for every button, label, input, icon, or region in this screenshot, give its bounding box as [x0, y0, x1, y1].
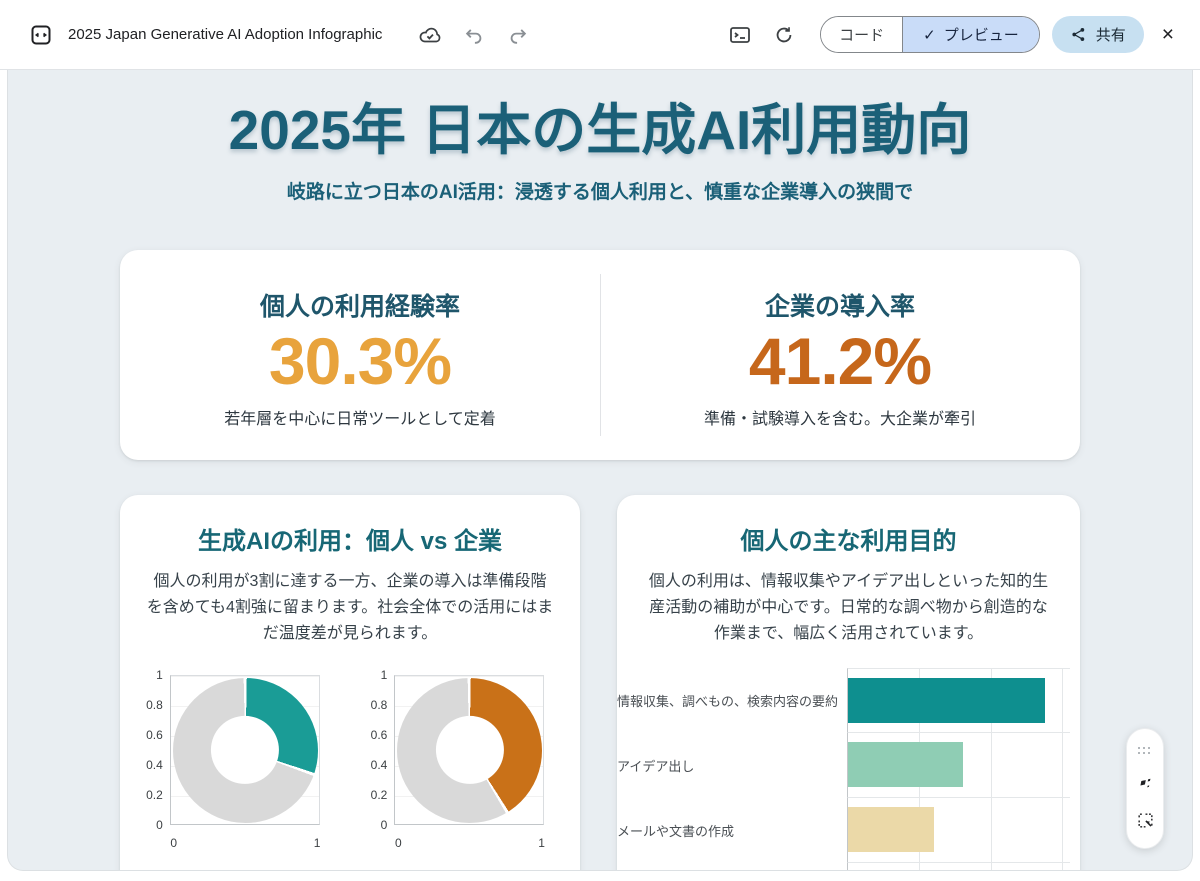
- donut-plot-personal: 1 0.8 0.6 0.4 0.2 0 0 1: [145, 669, 321, 871]
- top-toolbar: 2025 Japan Generative AI Adoption Infogr…: [0, 0, 1200, 70]
- legend-item: 導入済み (準備中含む): [360, 870, 554, 871]
- stat-enterprise-heading: 企業の導入率: [764, 292, 915, 321]
- document-title: 2025 Japan Generative AI Adoption Infogr…: [68, 26, 383, 43]
- bar-row: メールや文書の作成: [617, 797, 1070, 863]
- bar-label: メールや文書の作成: [617, 823, 735, 839]
- stat-enterprise-value: 41.2%: [748, 323, 932, 398]
- bar-ideation: [848, 742, 963, 788]
- redo-icon[interactable]: [506, 23, 530, 47]
- infographic-title: 2025年 日本の生成AI利用動向: [228, 99, 972, 161]
- select-region-icon[interactable]: [1136, 811, 1155, 830]
- pie-card: 生成AIの利用：個人 vs 企業 個人の利用が3割に達する一方、企業の導入は準備…: [120, 495, 580, 871]
- donut-charts: 1 0.8 0.6 0.4 0.2 0 0 1: [120, 669, 580, 871]
- stat-personal: 個人の利用経験率 30.3% 若年層を中心に日常ツールとして定着: [120, 250, 600, 460]
- donut-enterprise: [397, 677, 543, 823]
- stat-enterprise: 企業の導入率 41.2% 準備・試験導入を含む。大企業が牽引: [600, 250, 1080, 460]
- check-icon: ✓: [923, 26, 936, 44]
- bar-row: 翻訳・通訳: [617, 862, 1070, 870]
- bar-label: 翻訳・通訳: [617, 863, 847, 870]
- drag-handle-icon[interactable]: [1137, 746, 1153, 757]
- preview-canvas: 2025年 日本の生成AI利用動向 岐路に立つ日本のAI活用：浸透する個人利用と…: [7, 70, 1193, 871]
- preview-tab-label: プレビュー: [943, 27, 1019, 44]
- share-icon: [1070, 26, 1087, 43]
- bar-label: 情報収集、調べもの、検索内容の要約: [617, 693, 839, 709]
- bar-card: 個人の主な利用目的 個人の利用は、情報収集やアイデア出しといった知的生産活動の補…: [617, 495, 1080, 870]
- preview-tab[interactable]: ✓ プレビュー: [902, 17, 1039, 52]
- donut-personal-plot-area: [169, 674, 320, 825]
- stat-personal-heading: 個人の利用経験率: [259, 292, 460, 321]
- stat-personal-caption: 若年層を中心に日常ツールとして定着: [224, 411, 496, 429]
- donut-enterprise-legend: 導入済み (準備中含む) 未導入: [360, 870, 554, 871]
- bar-chart: 情報収集、調べもの、検索内容の要約 アイデア出し メールや文書の作成 翻訳・通訳: [617, 667, 1080, 870]
- pie-card-body: 個人の利用が3割に達する一方、企業の導入は準備段階を含めても4割強に留まります。…: [146, 573, 554, 642]
- bar-label: アイデア出し: [617, 758, 695, 774]
- share-button[interactable]: 共有: [1051, 16, 1144, 53]
- share-label: 共有: [1095, 27, 1126, 44]
- donut-personal: [172, 677, 318, 823]
- code-app-icon: [28, 22, 54, 48]
- stats-divider: [600, 274, 601, 436]
- cards-row: 生成AIの利用：個人 vs 企業 個人の利用が3割に達する一方、企業の導入は準備…: [120, 495, 1080, 871]
- cloud-saved-icon[interactable]: [418, 23, 442, 47]
- legend-item: 利用経験あり: [165, 870, 300, 871]
- code-tab[interactable]: コード: [821, 17, 903, 52]
- donut-enterprise-yaxis: 1 0.8 0.6 0.4 0.2 0: [370, 667, 388, 832]
- stats-card: 個人の利用経験率 30.3% 若年層を中心に日常ツールとして定着 企業の導入率 …: [120, 250, 1080, 460]
- bar-card-body: 個人の利用は、情報収集やアイデア出しといった知的生産活動の補助が中心です。日常的…: [648, 573, 1049, 642]
- floating-toolbar: [1126, 728, 1164, 849]
- view-toggle: コード ✓ プレビュー: [820, 16, 1040, 53]
- undo-icon[interactable]: [462, 23, 486, 47]
- bar-row: アイデア出し: [617, 732, 1070, 798]
- stat-enterprise-caption: 準備・試験導入を含む。大企業が牽引: [703, 411, 976, 429]
- code-tab-label: コード: [839, 27, 885, 44]
- pie-card-title: 生成AIの利用：個人 vs 企業: [197, 528, 503, 555]
- console-icon[interactable]: [728, 23, 752, 47]
- infographic-subtitle: 岐路に立つ日本のAI活用：浸透する個人利用と、慎重な企業導入の狭間で: [286, 182, 914, 203]
- donut-plot-enterprise: 1 0.8 0.6 0.4 0.2 0 0 1: [360, 669, 554, 871]
- donut-personal-legend: 利用経験あり 利用経験なし: [165, 870, 300, 871]
- donut-enterprise-xaxis: 0 1: [394, 835, 545, 850]
- refresh-icon[interactable]: [772, 23, 796, 47]
- donut-personal-yaxis: 1 0.8 0.6 0.4 0.2 0: [146, 667, 163, 832]
- donut-personal-xaxis: 0 1: [170, 835, 321, 850]
- bar-card-title: 個人の主な利用目的: [740, 528, 957, 555]
- bar-row: 情報収集、調べもの、検索内容の要約: [617, 667, 1070, 733]
- stat-personal-value: 30.3%: [268, 323, 452, 398]
- close-button[interactable]: ×: [1158, 20, 1178, 49]
- bar-info-gathering: [848, 677, 1045, 723]
- bar-writing: [848, 807, 934, 853]
- sparkle-icon[interactable]: [1136, 775, 1155, 794]
- donut-enterprise-plot-area: [394, 674, 545, 825]
